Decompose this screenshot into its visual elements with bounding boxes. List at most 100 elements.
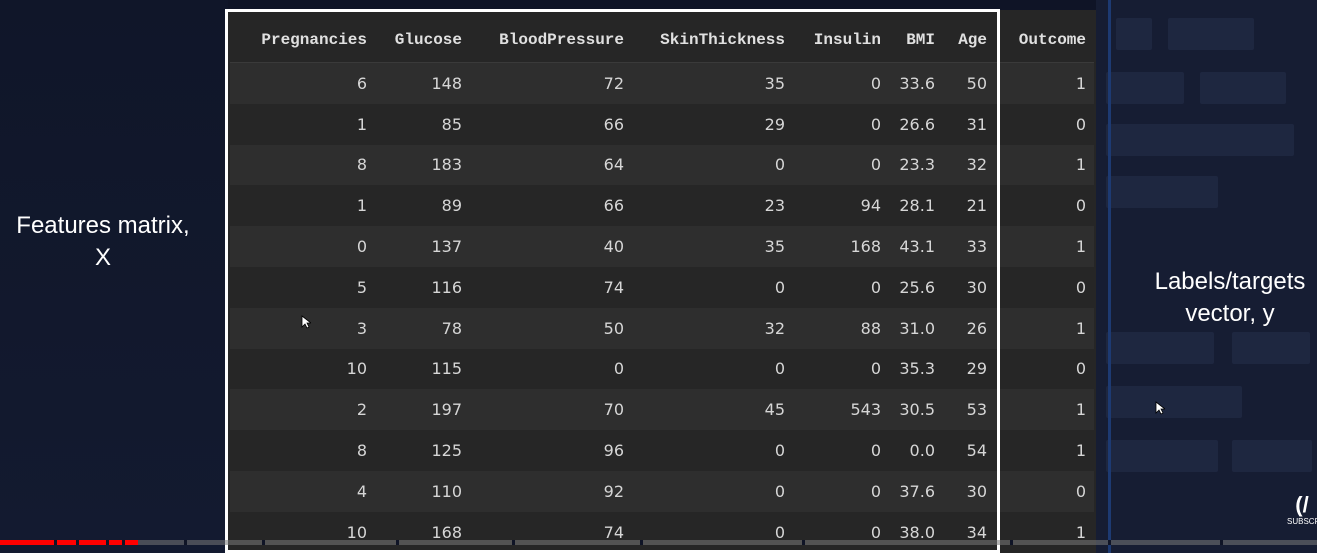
table-cell-insulin: 0	[793, 511, 889, 553]
table-cell-bmi: 30.5	[889, 389, 943, 431]
table-cell-skinthickness: 45	[632, 389, 793, 431]
chapter-marker	[802, 540, 805, 545]
table-cell-outcome: 1	[995, 226, 1094, 267]
column-header-bloodpressure: BloodPressure	[470, 18, 632, 63]
table-cell-skinthickness: 0	[632, 266, 793, 308]
column-header-glucose: Glucose	[375, 18, 470, 63]
table-cell-glucose: 183	[375, 144, 470, 186]
table-cell-pregnancies: 8	[230, 430, 375, 471]
table-cell-bmi: 38.0	[889, 511, 943, 553]
logo-glyph: (/	[1295, 492, 1309, 517]
table-cell-bloodpressure: 0	[470, 348, 632, 390]
table-cell-age: 54	[943, 430, 995, 471]
table-cell-bmi: 43.1	[889, 226, 943, 267]
table-cell-skinthickness: 0	[632, 144, 793, 186]
table-cell-insulin: 0	[793, 430, 889, 471]
table-cell-bmi: 28.1	[889, 185, 943, 227]
table-cell-bloodpressure: 72	[470, 62, 632, 104]
table-cell-insulin: 0	[793, 103, 889, 145]
table-cell-bloodpressure: 64	[470, 144, 632, 186]
right-panel-background	[1096, 0, 1317, 553]
table-cell-insulin: 88	[793, 307, 889, 349]
table-cell-bloodpressure: 70	[470, 389, 632, 431]
table-header-row: Pregnancies Glucose BloodPressure SkinThick…	[230, 18, 1094, 63]
table-cell-pregnancies: 5	[230, 266, 375, 308]
table-row: 10 168 74 0 0 38.0 34 1	[230, 511, 1094, 553]
table-cell-pregnancies: 3	[230, 307, 375, 349]
chapter-marker	[106, 540, 109, 545]
table-cell-outcome: 1	[995, 62, 1094, 104]
dataframe-table: Pregnancies Glucose BloodPressure SkinThick…	[230, 18, 1094, 553]
table-cell-glucose: 168	[375, 511, 470, 553]
table-cell-age: 30	[943, 266, 995, 308]
table-cell-bmi: 23.3	[889, 144, 943, 186]
table-cell-pregnancies: 6	[230, 62, 375, 104]
table-cell-outcome: 1	[995, 430, 1094, 471]
left-panel-background	[0, 0, 228, 553]
table-body: 6 148 72 35 0 33.6 50 1 1 85 66 29 0 26.6 31 0 8 183 64 0 0 2…	[230, 62, 1094, 553]
table-cell-outcome: 1	[995, 511, 1094, 553]
chapter-marker	[76, 540, 79, 545]
column-header-insulin: Insulin	[793, 18, 889, 63]
table-cell-pregnancies: 0	[230, 226, 375, 267]
table-cell-pregnancies: 10	[230, 511, 375, 553]
column-header-age: Age	[943, 18, 995, 63]
table-cell-insulin: 0	[793, 62, 889, 104]
column-header-outcome: Outcome	[995, 18, 1094, 63]
table-cell-pregnancies: 8	[230, 144, 375, 186]
table-cell-bmi: 25.6	[889, 266, 943, 308]
table-row: 5 116 74 0 0 25.6 30 0	[230, 266, 1094, 308]
table-cell-bloodpressure: 74	[470, 511, 632, 553]
table-cell-glucose: 148	[375, 62, 470, 104]
chapter-marker	[262, 540, 265, 545]
chapter-marker	[396, 540, 399, 545]
table-cell-pregnancies: 10	[230, 348, 375, 390]
table-cell-bloodpressure: 96	[470, 430, 632, 471]
table-cell-glucose: 110	[375, 470, 470, 512]
table-cell-skinthickness: 0	[632, 511, 793, 553]
table-cell-outcome: 0	[995, 470, 1094, 512]
table-row: 6 148 72 35 0 33.6 50 1	[230, 62, 1094, 104]
table-cell-bmi: 35.3	[889, 348, 943, 390]
table-cell-outcome: 1	[995, 389, 1094, 431]
table-cell-glucose: 116	[375, 266, 470, 308]
channel-logo[interactable]: (/ SUBSCR	[1287, 493, 1317, 527]
table-cell-age: 30	[943, 470, 995, 512]
video-progress-bar[interactable]	[0, 540, 1317, 545]
table-cell-bloodpressure: 92	[470, 470, 632, 512]
table-row: 1 85 66 29 0 26.6 31 0	[230, 103, 1094, 145]
table-cell-bloodpressure: 50	[470, 307, 632, 349]
table-cell-skinthickness: 32	[632, 307, 793, 349]
chapter-marker	[1220, 540, 1223, 545]
table-cell-insulin: 168	[793, 226, 889, 267]
table-cell-age: 50	[943, 62, 995, 104]
table-cell-skinthickness: 23	[632, 185, 793, 227]
table-row: 2 197 70 45 543 30.5 53 1	[230, 389, 1094, 431]
table-row: 4 110 92 0 0 37.6 30 0	[230, 470, 1094, 512]
table-cell-outcome: 0	[995, 348, 1094, 390]
table-cell-glucose: 85	[375, 103, 470, 145]
column-header-pregnancies: Pregnancies	[230, 18, 375, 63]
table-row: 8 183 64 0 0 23.3 32 1	[230, 144, 1094, 186]
table-cell-glucose: 125	[375, 430, 470, 471]
chapter-marker	[184, 540, 187, 545]
table-cell-glucose: 78	[375, 307, 470, 349]
features-matrix-label-line1: Features matrix,	[16, 212, 190, 239]
table-cell-skinthickness: 0	[632, 470, 793, 512]
table-cell-pregnancies: 4	[230, 470, 375, 512]
table-cell-insulin: 0	[793, 266, 889, 308]
table-cell-outcome: 1	[995, 144, 1094, 186]
table-cell-outcome: 0	[995, 266, 1094, 308]
table-cell-insulin: 94	[793, 185, 889, 227]
table-cell-age: 29	[943, 348, 995, 390]
table-cell-glucose: 197	[375, 389, 470, 431]
chapter-marker	[122, 540, 125, 545]
table-cell-age: 33	[943, 226, 995, 267]
table-row: 10 115 0 0 0 35.3 29 0	[230, 348, 1094, 390]
table-cell-outcome: 0	[995, 185, 1094, 227]
table-cell-bloodpressure: 66	[470, 185, 632, 227]
table-row: 3 78 50 32 88 31.0 26 1	[230, 307, 1094, 349]
table-cell-pregnancies: 1	[230, 103, 375, 145]
table-cell-skinthickness: 35	[632, 226, 793, 267]
chapter-marker	[1108, 540, 1111, 545]
